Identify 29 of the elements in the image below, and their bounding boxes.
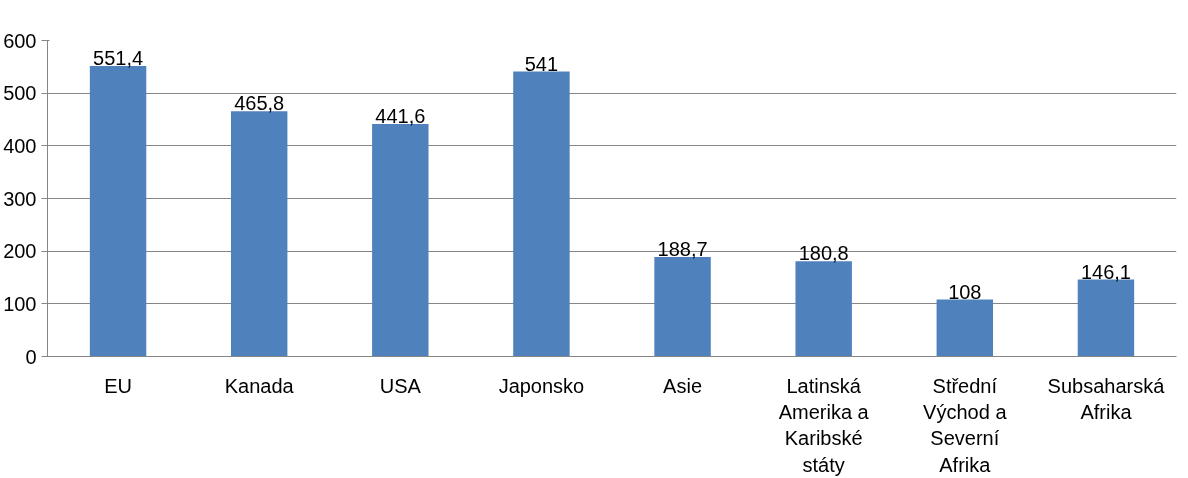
bar	[795, 261, 852, 357]
y-tick-label: 200	[3, 240, 37, 263]
x-tick-label: USA	[379, 374, 422, 397]
x-tick-label: Asie	[663, 374, 703, 397]
y-tick-label: 0	[25, 345, 37, 368]
data-label: 188,7	[657, 238, 708, 261]
bar	[89, 66, 147, 357]
bar	[513, 71, 570, 357]
data-label: 146,1	[1080, 260, 1131, 283]
x-tick-label: Střední Východ a Severní Afrika	[923, 374, 1008, 476]
data-label: 541	[524, 52, 559, 75]
data-label: 180,8	[798, 242, 849, 265]
x-tick-label: Latinská Amerika a Karibské státy	[778, 374, 870, 476]
y-tick-label: 500	[3, 82, 37, 105]
x-tick-label: Japonsko	[498, 374, 585, 397]
x-tick-label: Kanada	[224, 374, 295, 397]
bar	[230, 111, 288, 357]
y-tick-label: 100	[3, 292, 37, 315]
x-tick-label: EU	[104, 374, 132, 397]
bar	[936, 299, 994, 357]
y-tick-label: 300	[3, 187, 37, 210]
bar	[654, 257, 711, 357]
y-tick-label: 400	[3, 134, 37, 157]
data-label: 108	[948, 280, 982, 303]
y-tick-label: 600	[3, 29, 37, 52]
data-label: 551,4	[93, 47, 144, 70]
x-tick-label: Subsaharská Afrika	[1047, 374, 1166, 423]
data-label: 465,8	[234, 92, 285, 115]
data-label: 441,6	[375, 104, 426, 127]
